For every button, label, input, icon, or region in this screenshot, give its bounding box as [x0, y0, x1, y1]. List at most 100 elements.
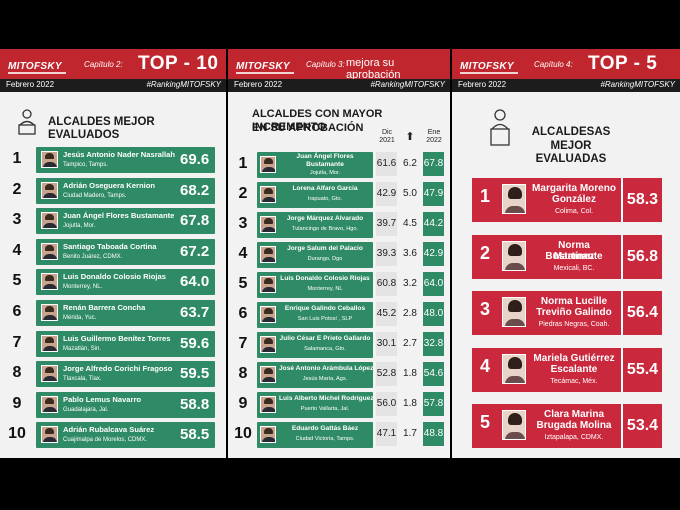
headline: TOP - 5 — [588, 53, 658, 74]
portrait-photo — [502, 297, 526, 327]
portrait-body — [505, 432, 525, 439]
portrait-hair — [508, 300, 522, 312]
score-value: 69.6 — [180, 151, 210, 168]
hashtag: #RankingMITOFSKY — [600, 80, 675, 89]
portrait-body — [262, 257, 275, 262]
location: Puerto Vallarta, Jal. — [300, 406, 350, 412]
score-value: 58.3 — [621, 178, 662, 222]
rank-number: 1 — [12, 150, 22, 167]
panel-title-line2: MEJOR EVALUADAS — [535, 140, 607, 165]
person-name-line1: José Antonio Arámbula López — [279, 365, 374, 372]
ranking-row: Jorge Márquez Alvarado Tulancingo de Brav… — [257, 212, 373, 238]
person-name: Renán Barrera Concha — [63, 303, 146, 312]
portrait-photo — [502, 240, 526, 271]
podium-person-icon — [18, 109, 36, 135]
portrait-body — [505, 319, 525, 326]
ranking-row: Luis Donaldo Colosio Riojas Monterrey, NL… — [36, 269, 215, 296]
person-name-line1: Jorge Márquez Alvarado — [286, 215, 364, 222]
date-label: Febrero 2022 — [234, 80, 283, 89]
rank-number: 3 — [12, 211, 22, 229]
person-name-line2: Martínez — [553, 250, 595, 262]
location: Tulancingo de Bravo, Hgo. — [291, 226, 359, 232]
location: Benito Juárez, CDMX. — [63, 253, 123, 260]
ranking-row: Juan Ángel Flores Bustamante Jojutla, Mor… — [36, 208, 215, 235]
person-name-line2: Bustamante — [306, 161, 344, 168]
location: Iztapalapa, CDMX. — [544, 434, 604, 441]
delta-value: 3.2 — [403, 278, 417, 289]
portrait-photo — [41, 242, 58, 260]
person-name: Jesús Antonio Nader Nasrallah — [63, 150, 175, 159]
ranking-row: Renán Barrera Concha Mérida, Yuc. 63.7 — [36, 300, 215, 326]
delta-value: 6.2 — [403, 158, 417, 169]
portrait-photo — [502, 353, 526, 384]
score-value: 53.4 — [621, 404, 662, 448]
ranking-card: 5 Clara Marina Brugada Molina Iztapalapa, C… — [472, 404, 662, 448]
portrait-photo — [41, 334, 58, 352]
score-value: 67.2 — [180, 242, 210, 260]
panel-top-5: MITOFSKY Capítulo 4: TOP - 5 Febrero 202… — [452, 49, 680, 458]
person-name-line1: Julio César E Prieto Gallardo — [279, 335, 371, 342]
rank-number: 5 — [12, 272, 22, 290]
person-name-line1: Luis Alberto Michel Rodríguez — [279, 395, 374, 402]
portrait-photo — [41, 151, 58, 168]
panel-title-line1: ALCALDESAS — [531, 126, 611, 138]
portrait-body — [262, 197, 275, 202]
portrait-hair — [45, 183, 54, 190]
portrait-photo — [260, 186, 276, 203]
ranking-card: 1 Margarita Moreno González Colima, Col. 58.… — [472, 178, 662, 222]
ene-value: 44.2 — [423, 212, 444, 236]
portrait-hair — [508, 243, 522, 256]
portrait-body — [505, 262, 525, 270]
dic-value: 61.6 — [376, 152, 397, 176]
ranking-row: Jesús Antonio Nader Nasrallah Tampico, Ta… — [36, 147, 215, 173]
hashtag: #RankingMITOFSKY — [146, 80, 221, 89]
portrait-hair — [508, 187, 522, 199]
rank-number: 7 — [238, 335, 248, 352]
ranking-row: Adrián Oseguera Kernion Ciudad Madero, Ta… — [36, 177, 215, 204]
ene-value: 57.8 — [423, 392, 444, 416]
portrait-hair — [45, 336, 54, 343]
portrait-photo — [260, 366, 276, 383]
location: Jojutla, Mor. — [309, 170, 341, 176]
location: Tecámac, Méx. — [550, 377, 598, 385]
portrait-hair — [45, 214, 54, 221]
ranking-row: Luis Donaldo Colosio Riojas Monterrey, NL — [257, 272, 373, 298]
person-name-line1: Jorge Salum del Palacio — [287, 245, 363, 252]
score-value: 55.4 — [621, 347, 662, 392]
portrait-body — [505, 375, 525, 383]
portrait-body — [505, 206, 525, 213]
rank-number: 5 — [480, 412, 491, 432]
rank-number: 3 — [480, 299, 491, 319]
location: Mexicali, BC. — [553, 264, 595, 272]
score-value: 56.8 — [621, 234, 662, 279]
dic-value: 47.1 — [376, 422, 397, 446]
rank-number: 6 — [12, 303, 22, 320]
person-name-line2: Treviño Galindo — [536, 307, 612, 318]
mitofsky-logo: MITOFSKY — [8, 52, 66, 77]
ranking-card: 3 Norma Lucille Treviño Galindo Piedras Neg… — [472, 291, 662, 335]
ene-value: 48.8 — [423, 422, 444, 446]
person-name: Santiago Taboada Cortina — [63, 241, 157, 251]
rank-number: 9 — [238, 395, 248, 412]
portrait-body — [262, 407, 275, 412]
person-name-line1: Juan Ángel Flores — [296, 153, 354, 160]
chapter-label: Capítulo 3: — [306, 60, 345, 69]
portrait-body — [262, 377, 275, 382]
portrait-body — [43, 284, 57, 290]
location: Salamanca, Gto. — [304, 346, 346, 352]
ranking-row: Luis Alberto Michel Rodríguez Puerto Vall… — [257, 392, 374, 418]
location: Piedras Negras, Coah. — [538, 321, 610, 328]
portrait-photo — [502, 410, 526, 440]
delta-value: 2.7 — [403, 338, 417, 349]
portrait-photo — [260, 396, 276, 413]
ene-value: 42.9 — [423, 242, 444, 266]
person-name-line1: Margarita Moreno — [532, 183, 616, 194]
portrait-photo — [260, 216, 276, 233]
podium-woman-icon — [490, 109, 510, 146]
person-name: Pablo Lemus Navarro — [63, 394, 142, 404]
portrait-photo — [41, 181, 58, 199]
location: Durango, Dgo — [307, 256, 343, 262]
portrait-hair — [508, 413, 522, 425]
score-value: 59.5 — [180, 365, 210, 383]
